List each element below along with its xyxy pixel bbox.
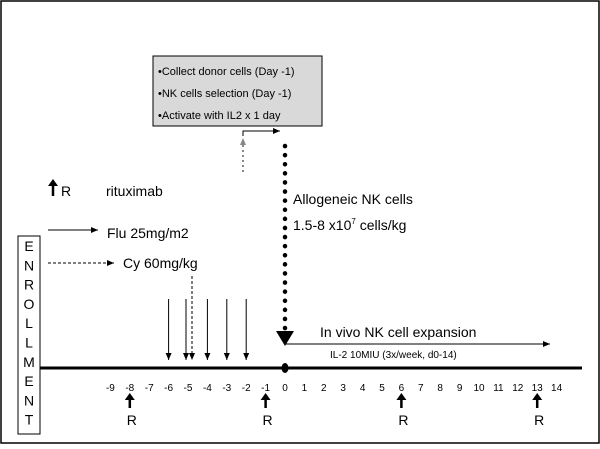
enrollment-letter: E xyxy=(24,238,33,254)
day-label: 13 xyxy=(532,383,544,394)
day-label: -3 xyxy=(222,383,231,394)
flu-arrows xyxy=(165,299,250,360)
legend-rituximab-symbol: R xyxy=(61,183,71,199)
infusion-connector-arrow xyxy=(242,128,280,136)
enrollment-letter: N xyxy=(24,392,34,408)
infusion-dose-prefix: 1.5-8 x10 xyxy=(293,217,352,233)
enrollment-letter: M xyxy=(23,354,35,370)
enrollment-letter: E xyxy=(24,373,33,389)
day-label: -1 xyxy=(261,383,270,394)
day-label: -7 xyxy=(145,383,154,394)
day-label: 5 xyxy=(379,383,385,394)
rituximab-label: R xyxy=(127,412,137,428)
day-label: 11 xyxy=(493,383,504,394)
rituximab-arrowhead xyxy=(124,393,135,400)
day-label: 4 xyxy=(360,383,366,394)
il2-label: IL-2 10MIU (3x/week, d0-14) xyxy=(330,350,457,361)
legend: R rituximab Flu 25mg/m2 Cy 60mg/kg xyxy=(48,179,198,271)
enrollment-letter: R xyxy=(24,277,34,293)
legend-rituximab-label: rituximab xyxy=(106,183,163,199)
protocol-line-activate: •Activate with IL2 x 1 day xyxy=(158,110,281,122)
day-label: 14 xyxy=(551,383,563,394)
infusion-title: Allogeneic NK cells xyxy=(293,191,413,207)
rituximab-arrowhead xyxy=(532,393,543,400)
day-label: 0 xyxy=(282,383,288,394)
protocol-box: •Collect donor cells (Day -1) •NK cells … xyxy=(152,55,323,127)
rituximab-arrowhead xyxy=(260,393,271,400)
enrollment-letter: L xyxy=(25,315,33,331)
day-labels: -9 -8 -7 -6 -5 -4 -3 -2 -1 0 1 2 3 4 5 6 7 8 9 10 11 12 13 14 xyxy=(106,383,563,394)
day-label: 3 xyxy=(340,383,346,394)
infusion-dose: 1.5-8 x107 cells/kg xyxy=(293,217,406,233)
legend-cy-label: Cy 60mg/kg xyxy=(123,255,198,271)
day-label: 9 xyxy=(457,383,463,394)
protocol-line-selection: •NK cells selection (Day -1) xyxy=(158,88,291,100)
day-label: -2 xyxy=(242,383,251,394)
day-label: 6 xyxy=(399,383,405,394)
rituximab-label: R xyxy=(263,412,273,428)
day-label: 2 xyxy=(321,383,327,394)
day-label: -4 xyxy=(203,383,212,394)
day-label: 7 xyxy=(418,383,424,394)
infusion-dose-suffix: cells/kg xyxy=(356,217,407,233)
infusion-arrowhead xyxy=(276,331,294,346)
legend-rituximab-arrowhead xyxy=(48,179,58,186)
day-label: -5 xyxy=(184,383,193,394)
protocol-box-background xyxy=(152,55,323,127)
rituximab-arrowhead xyxy=(396,393,407,400)
day-label: 12 xyxy=(512,383,524,394)
infusion-dose-exponent: 7 xyxy=(351,217,356,226)
day-label: -9 xyxy=(106,383,115,394)
enrollment-letter: O xyxy=(24,296,35,312)
day-label: 10 xyxy=(473,383,485,394)
rituximab-label: R xyxy=(534,412,544,428)
day-zero-marker xyxy=(281,363,289,373)
enrollment-letter: N xyxy=(24,257,34,273)
enrollment-letter: T xyxy=(25,412,34,428)
enrollment-box-border xyxy=(17,235,41,435)
day-label: 8 xyxy=(437,383,443,394)
enrollment-letter: L xyxy=(25,335,33,351)
rituximab-label: R xyxy=(398,412,408,428)
day-label: 1 xyxy=(302,383,308,394)
protocol-line-collect: •Collect donor cells (Day -1) xyxy=(158,66,295,78)
day-label: -6 xyxy=(164,383,173,394)
expansion-label: In vivo NK cell expansion xyxy=(320,324,476,340)
day-label: -8 xyxy=(125,383,134,394)
legend-flu-label: Flu 25mg/m2 xyxy=(107,225,189,241)
